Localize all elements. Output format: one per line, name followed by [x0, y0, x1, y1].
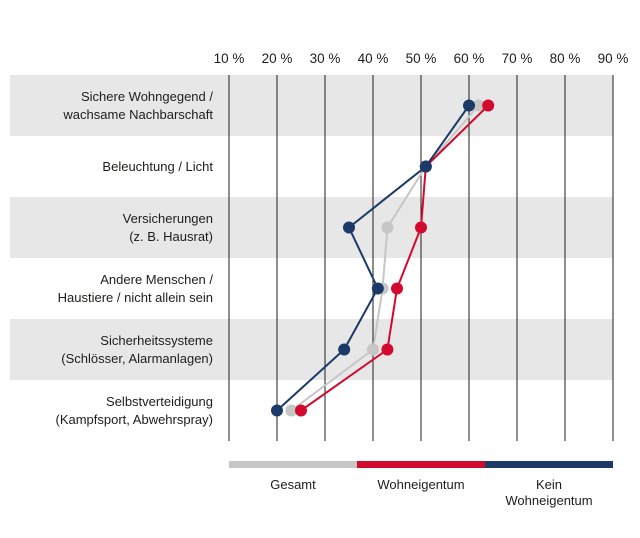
legend-label-wohneigentum: Wohneigentum: [377, 477, 465, 492]
x-axis-tick: 30 %: [309, 51, 341, 66]
category-label-line: (z. B. Hausrat): [129, 228, 213, 244]
category-label: Andere Menschen / Haustiere / nicht allei…: [0, 258, 215, 319]
category-label-line: Sicherheitssysteme: [100, 332, 213, 348]
legend-swatch-kein-wohneigentum: [485, 461, 613, 468]
x-axis-tick: 40 %: [357, 51, 389, 66]
x-axis-tick: 70 %: [501, 51, 533, 66]
category-label-line: Selbstverteidigung: [106, 393, 213, 409]
x-axis-tick: 20 %: [261, 51, 293, 66]
x-axis-tick: 60 %: [453, 51, 485, 66]
category-label: Sicherheitssysteme (Schlösser, Alarmanlag…: [0, 319, 215, 380]
category-label-line: Andere Menschen /: [100, 271, 213, 287]
category-label-line: Versicherungen: [122, 210, 213, 226]
x-axis-tick: 90 %: [597, 51, 629, 66]
legend-labels: Gesamt Wohneigentum Kein Wohneigentum: [229, 477, 613, 509]
category-label: Beleuchtung / Licht: [0, 136, 215, 197]
legend-bar: [229, 461, 613, 468]
category-label-line: (Schlösser, Alarmanlagen): [61, 350, 213, 366]
x-axis-tick: 80 %: [549, 51, 581, 66]
category-label: Versicherungen (z. B. Hausrat): [0, 197, 215, 258]
category-label-line: Haustiere / nicht allein sein: [57, 289, 213, 305]
legend-swatch-gesamt: [229, 461, 357, 468]
category-label-line: Sichere Wohngegend /: [80, 88, 213, 104]
x-axis-tick: 10 %: [213, 51, 245, 66]
category-label-line: Beleuchtung / Licht: [102, 158, 213, 174]
category-label: Sichere Wohngegend / wachsame Nachbarscha…: [0, 75, 215, 136]
legend-label-kein-wohneigentum: Kein Wohneigentum: [505, 477, 593, 508]
legend-swatch-wohneigentum: [357, 461, 485, 468]
x-axis-tick: 50 %: [405, 51, 437, 66]
category-label: Selbstverteidigung (Kampfsport, Abwehrspr…: [0, 380, 215, 441]
category-label-line: (Kampfsport, Abwehrspray): [55, 411, 213, 427]
category-label-line: wachsame Nachbarschaft: [63, 106, 213, 122]
legend-label-gesamt: Gesamt: [270, 477, 316, 492]
